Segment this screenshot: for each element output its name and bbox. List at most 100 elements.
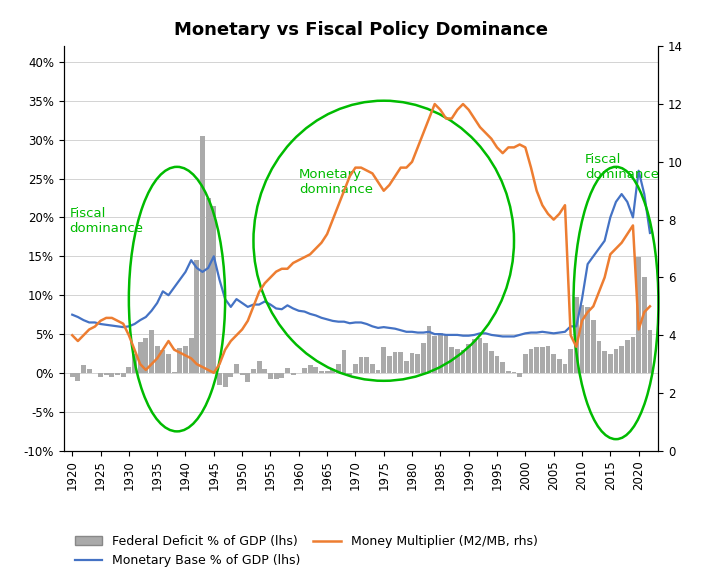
Monetary Base % of GDP (lhs) [402,328,411,335]
Bar [444,334,448,373]
Text: Fiscal
dominance: Fiscal dominance [69,208,144,235]
Bar [387,356,392,373]
Money Multiplier (M2/MB, rhs) [232,332,241,339]
Bar [467,344,471,373]
Bar [478,338,482,373]
Bar [636,257,641,373]
Bar [370,365,375,373]
Bar [183,346,188,373]
Bar [591,320,595,373]
Monetary Base % of GDP (lhs) [583,261,592,268]
Bar [325,372,329,373]
Bar [104,373,108,375]
Bar [263,369,267,373]
Bar [348,373,352,375]
Money Multiplier (M2/MB, rhs) [646,303,654,310]
Money Multiplier (M2/MB, rhs) [68,332,76,339]
Monetary Base % of GDP (lhs) [612,198,620,205]
Bar [308,365,312,373]
Bar [223,373,227,387]
Bar [257,361,261,373]
Bar [438,334,442,373]
Bar [523,354,527,373]
Bar [200,136,205,373]
Bar [529,349,533,373]
Bar [365,357,369,373]
Bar [291,373,295,375]
Legend: Federal Deficit % of GDP (lhs), Monetary Base % of GDP (lhs), Money Multiplier (: Federal Deficit % of GDP (lhs), Monetary… [70,530,543,572]
Bar [98,373,103,377]
Bar [631,337,635,373]
Bar [178,348,182,373]
Money Multiplier (M2/MB, rhs) [210,369,218,376]
Bar [642,276,646,373]
Bar [614,349,618,373]
Bar [574,297,578,373]
Title: Monetary vs Fiscal Policy Dominance: Monetary vs Fiscal Policy Dominance [174,21,548,39]
Bar [540,347,544,373]
Bar [246,373,250,383]
Bar [569,349,573,373]
Bar [144,338,148,373]
Bar [195,260,199,373]
Line: Monetary Base % of GDP (lhs): Monetary Base % of GDP (lhs) [72,171,650,336]
Money Multiplier (M2/MB, rhs) [589,303,598,310]
Bar [404,361,409,373]
Bar [399,352,403,373]
Bar [506,370,510,373]
Bar [608,354,612,373]
Bar [455,349,459,373]
Bar [319,370,324,373]
Bar [149,330,154,373]
Monetary Base % of GDP (lhs) [68,311,76,318]
Text: Monetary
dominance: Monetary dominance [299,168,373,197]
Bar [546,346,550,373]
Bar [450,347,454,373]
Bar [280,373,284,379]
Bar [138,342,142,373]
Bar [472,339,476,373]
Money Multiplier (M2/MB, rhs) [617,239,626,246]
Bar [87,369,91,373]
Bar [268,373,273,379]
Bar [121,373,125,377]
Bar [518,373,522,377]
Money Multiplier (M2/MB, rhs) [408,158,416,165]
Money Multiplier (M2/MB, rhs) [606,251,615,258]
Bar [336,365,341,373]
Monetary Base % of GDP (lhs) [634,167,643,174]
Bar [393,352,397,373]
Bar [489,351,493,373]
Bar [461,350,465,373]
Bar [620,346,624,373]
Bar [70,373,74,377]
Money Multiplier (M2/MB, rhs) [600,274,609,281]
Bar [484,343,488,373]
Bar [302,368,307,373]
Bar [342,350,346,373]
Bar [115,373,120,375]
Bar [161,350,165,373]
Monetary Base % of GDP (lhs) [600,238,609,244]
Bar [563,364,567,373]
Line: Money Multiplier (M2/MB, rhs): Money Multiplier (M2/MB, rhs) [72,104,650,373]
Bar [586,307,590,373]
Bar [495,356,499,373]
Bar [217,373,222,385]
Bar [597,341,601,373]
Bar [155,346,159,373]
Money Multiplier (M2/MB, rhs) [430,101,439,108]
Bar [603,351,607,373]
Bar [285,368,290,373]
Bar [110,373,114,377]
Bar [648,330,652,373]
Bar [251,369,256,373]
Bar [421,343,426,373]
Bar [127,367,131,373]
Bar [81,365,86,373]
Bar [314,367,318,373]
Bar [166,354,171,373]
Monetary Base % of GDP (lhs) [646,229,654,236]
Bar [353,364,358,373]
Bar [189,338,193,373]
